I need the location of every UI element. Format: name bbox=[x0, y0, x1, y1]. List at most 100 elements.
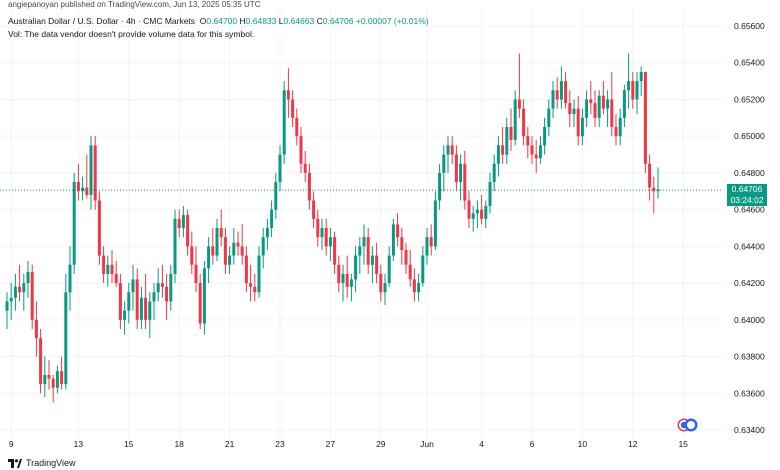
candle-body bbox=[652, 187, 656, 192]
candle-body bbox=[349, 279, 353, 287]
time-tick-label: 23 bbox=[275, 439, 285, 449]
candle-body bbox=[106, 264, 110, 274]
candle-body bbox=[543, 127, 547, 146]
candle-body bbox=[631, 81, 635, 100]
candle-body bbox=[39, 338, 43, 385]
candle-body bbox=[614, 127, 618, 137]
time-tick-label: 18 bbox=[174, 439, 184, 449]
candle-body bbox=[223, 237, 227, 265]
candle-body bbox=[538, 145, 542, 159]
candle-body bbox=[211, 246, 215, 256]
time-tick-label: 4 bbox=[479, 439, 484, 449]
candle-body bbox=[379, 273, 383, 293]
candle-body bbox=[316, 218, 320, 238]
candle-body bbox=[278, 154, 282, 183]
candle-body bbox=[597, 95, 601, 118]
candle-body bbox=[303, 163, 307, 173]
candle-body bbox=[173, 218, 177, 274]
candle-body bbox=[580, 117, 584, 137]
candle-body bbox=[387, 255, 391, 284]
volume-note: Vol: The data vendor doesn't provide vol… bbox=[8, 29, 255, 39]
ohlc-legend: Australian Dollar / U.S. Dollar · 4h · C… bbox=[8, 16, 429, 26]
price-axis[interactable]: 0.65600 0.65400 0.65200 0.65000 0.64800 0.646… bbox=[734, 21, 765, 435]
price-tick-label: 0.65200 bbox=[734, 94, 765, 104]
time-axis[interactable]: 9 13 15 18 21 23 27 29 Jun 4 6 10 12 15 bbox=[9, 439, 688, 449]
price-tick-label: 0.65400 bbox=[734, 58, 765, 68]
change-value: +0.00007 (+0.01%) bbox=[355, 16, 429, 26]
candle-body bbox=[459, 163, 463, 183]
candle-body bbox=[249, 283, 253, 287]
time-tick-label: Jun bbox=[420, 439, 434, 449]
candle-body bbox=[559, 81, 563, 100]
candle-body bbox=[488, 182, 492, 206]
grid bbox=[0, 8, 722, 440]
bar-countdown: 03:24:02 bbox=[727, 195, 767, 206]
candle-body bbox=[643, 71, 647, 164]
candle-body bbox=[215, 228, 219, 256]
candle-body bbox=[198, 283, 202, 324]
candle-body bbox=[450, 145, 454, 155]
target-flag-icon[interactable] bbox=[677, 418, 698, 432]
candle-body bbox=[148, 301, 152, 320]
candle-body bbox=[610, 99, 614, 127]
tradingview-brand[interactable]: TradingView bbox=[8, 458, 76, 468]
brand-name: TradingView bbox=[26, 458, 76, 468]
candle-body bbox=[81, 187, 85, 192]
candle-body bbox=[22, 283, 26, 293]
candle-body bbox=[43, 374, 47, 385]
price-tick-label: 0.64200 bbox=[734, 278, 765, 288]
time-tick-label: 13 bbox=[74, 439, 84, 449]
candle-body bbox=[589, 99, 593, 104]
candle-body bbox=[156, 283, 160, 293]
candle-body bbox=[345, 273, 349, 287]
candle-body bbox=[207, 246, 211, 269]
candle-body bbox=[471, 213, 475, 219]
candle-body bbox=[601, 95, 605, 109]
candle-body bbox=[408, 264, 412, 280]
candle-body bbox=[110, 264, 114, 274]
candle-body bbox=[639, 71, 643, 82]
symbol-title[interactable]: Australian Dollar / U.S. Dollar · 4h · C… bbox=[8, 16, 196, 26]
candle-body bbox=[421, 255, 425, 284]
candle-body bbox=[354, 255, 358, 280]
candle-body bbox=[320, 228, 324, 238]
candle-body bbox=[139, 297, 143, 320]
candle-body bbox=[261, 237, 265, 256]
candle-body bbox=[454, 154, 458, 183]
candle-body bbox=[299, 136, 303, 164]
candle-body bbox=[160, 283, 164, 287]
candle-body bbox=[282, 90, 286, 155]
candle-body bbox=[505, 127, 509, 155]
time-tick-label: 27 bbox=[326, 439, 336, 449]
candle-body bbox=[522, 108, 526, 137]
candle-body bbox=[244, 255, 248, 284]
candle-body bbox=[635, 81, 639, 100]
candle-body bbox=[68, 264, 72, 293]
candle-body bbox=[228, 255, 232, 265]
candle-body bbox=[152, 292, 156, 302]
candle-body bbox=[194, 264, 198, 284]
time-tick-label: 12 bbox=[628, 439, 638, 449]
candle-body bbox=[547, 108, 551, 127]
candle-body bbox=[169, 273, 173, 302]
candle-body bbox=[593, 103, 597, 118]
candle-body bbox=[496, 145, 500, 164]
candle-body bbox=[475, 209, 479, 214]
candle-body bbox=[534, 154, 538, 159]
candle-body bbox=[526, 136, 530, 146]
candle-body bbox=[93, 145, 97, 201]
candle-body bbox=[312, 200, 316, 219]
candle-body bbox=[324, 228, 328, 247]
open-value: 0.64700 bbox=[206, 16, 238, 26]
price-tick-label: 0.64400 bbox=[734, 241, 765, 251]
candle-body bbox=[76, 182, 80, 192]
time-tick-label: 10 bbox=[578, 439, 588, 449]
candle-body bbox=[286, 90, 290, 100]
current-price-label: 0.64706 bbox=[727, 184, 767, 195]
candle-body bbox=[370, 255, 374, 265]
time-tick-label: 15 bbox=[678, 439, 688, 449]
time-tick-label: 6 bbox=[530, 439, 535, 449]
candle-body bbox=[89, 145, 93, 195]
candle-body bbox=[307, 172, 311, 201]
